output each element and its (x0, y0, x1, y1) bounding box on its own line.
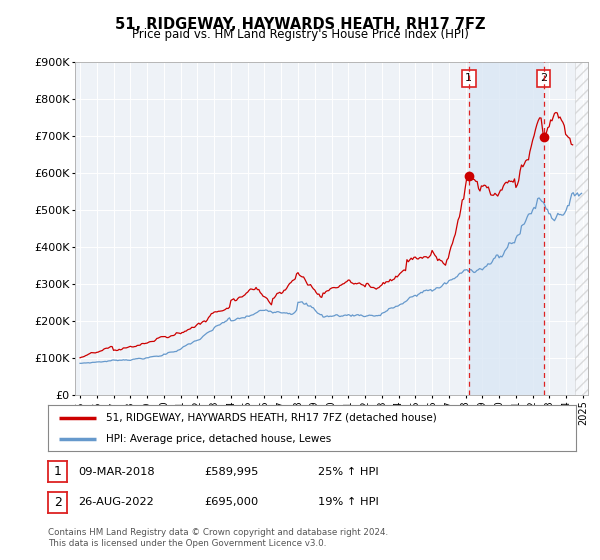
Text: 1: 1 (53, 465, 62, 478)
Bar (575, 62, 588, 395)
Text: 51, RIDGEWAY, HAYWARDS HEATH, RH17 7FZ (detached house): 51, RIDGEWAY, HAYWARDS HEATH, RH17 7FZ (… (106, 413, 437, 423)
Text: 25% ↑ HPI: 25% ↑ HPI (318, 466, 379, 477)
Text: HPI: Average price, detached house, Lewes: HPI: Average price, detached house, Lewe… (106, 435, 331, 444)
Text: 09-MAR-2018: 09-MAR-2018 (78, 466, 155, 477)
Text: Price paid vs. HM Land Registry's House Price Index (HPI): Price paid vs. HM Land Registry's House … (131, 28, 469, 41)
Text: £695,000: £695,000 (204, 497, 258, 507)
Text: 51, RIDGEWAY, HAYWARDS HEATH, RH17 7FZ: 51, RIDGEWAY, HAYWARDS HEATH, RH17 7FZ (115, 17, 485, 32)
Text: 2: 2 (540, 73, 547, 83)
Text: 19% ↑ HPI: 19% ↑ HPI (318, 497, 379, 507)
Text: 2: 2 (53, 496, 62, 509)
Text: £589,995: £589,995 (204, 466, 259, 477)
Text: 26-AUG-2022: 26-AUG-2022 (78, 497, 154, 507)
Text: Contains HM Land Registry data © Crown copyright and database right 2024.
This d: Contains HM Land Registry data © Crown c… (48, 528, 388, 548)
Bar (469, 62, 544, 395)
Text: 1: 1 (466, 73, 472, 83)
